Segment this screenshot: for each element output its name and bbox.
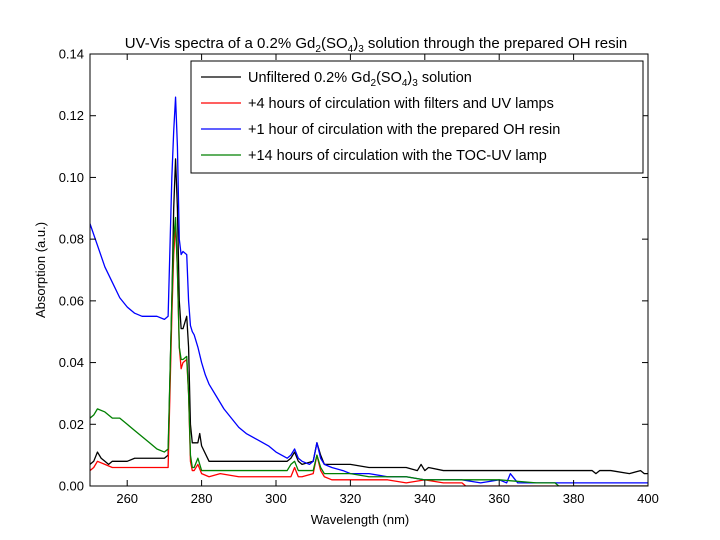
plot-area: 260 280 300 320 340 360 380 400 0.00 0.02 0.04 0.06… (59, 47, 659, 507)
legend-unf-post: solution (418, 70, 472, 86)
x-axis-label: Wavelength (nm) (311, 512, 410, 527)
series-line-unfiltered (90, 158, 648, 475)
y-tick-label: 0.00 (59, 479, 84, 494)
y-tick-label: 0.10 (59, 170, 84, 185)
title-sub3: 3 (358, 44, 364, 55)
legend-label-4h-filters: +4 hours of circulation with filters and… (248, 96, 554, 112)
x-tick-label: 360 (488, 491, 510, 506)
y-axis-label: Absorption (a.u.) (33, 222, 48, 318)
x-tick-label: 340 (414, 491, 436, 506)
legend-unf-pre: Unfiltered 0.2% Gd (248, 70, 371, 86)
series-line-14h-toc (90, 216, 648, 486)
chart-title: UV-Vis spectra of a 0.2% Gd2(SO4)3 solut… (125, 35, 628, 55)
x-tick-label: 280 (191, 491, 213, 506)
x-tick-label: 400 (637, 491, 659, 506)
title-paren: ) (353, 35, 358, 52)
legend: Unfiltered 0.2% Gd2(SO4)3 solution +4 ho… (190, 60, 644, 174)
y-tick-label: 0.02 (59, 417, 84, 432)
title-mid: (SO (321, 35, 348, 52)
legend-unf-mid: (SO (376, 70, 402, 86)
legend-label-unfiltered: Unfiltered 0.2% Gd2(SO4)3 solution (248, 70, 472, 89)
legend-unf-sub3: 3 (412, 78, 418, 89)
legend-box (190, 60, 644, 174)
axis-ticks: 260 280 300 320 340 360 380 400 0.00 0.02 0.04 0.06… (59, 47, 659, 507)
x-tick-label: 300 (265, 491, 287, 506)
legend-label-14h-toc: +14 hours of circulation with the TOC-UV… (248, 148, 547, 164)
x-tick-label: 320 (340, 491, 362, 506)
title-sub1: 2 (315, 44, 321, 55)
x-tick-label: 260 (116, 491, 138, 506)
title-sub2: 4 (348, 44, 354, 55)
x-tick-label: 380 (563, 491, 585, 506)
title-post: solution through the prepared OH resin (364, 35, 628, 52)
title-pre: UV-Vis spectra of a 0.2% Gd (125, 35, 316, 52)
legend-unf-paren: ) (407, 70, 412, 86)
series-line-4h-filters (90, 223, 648, 486)
legend-unf-sub2: 4 (402, 78, 408, 89)
y-tick-label: 0.08 (59, 232, 84, 247)
y-tick-label: 0.06 (59, 293, 84, 308)
y-tick-label: 0.12 (59, 108, 84, 123)
series-lines (90, 96, 648, 486)
legend-label-1h-resin: +1 hour of circulation with the prepared… (248, 122, 560, 138)
y-tick-label: 0.04 (59, 355, 84, 370)
plot-frame (89, 53, 649, 487)
legend-unf-sub1: 2 (371, 78, 377, 89)
y-tick-label: 0.14 (59, 47, 84, 62)
